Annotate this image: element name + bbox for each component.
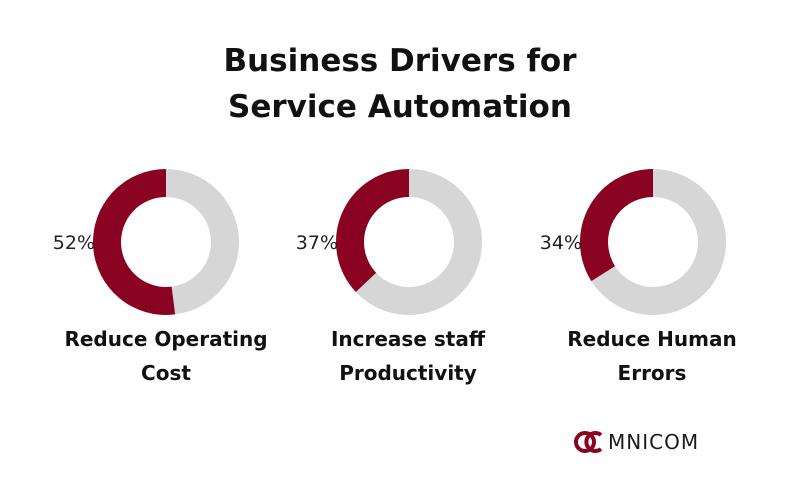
caption-line-2: Cost — [141, 361, 191, 385]
donut-value-slice — [580, 169, 653, 282]
caption-reduce-human-errors: Reduce Human Errors — [532, 322, 772, 390]
donut-remainder-slice — [591, 169, 727, 315]
donut-remainder-slice — [166, 169, 240, 315]
omnicom-logo-icon — [574, 431, 603, 453]
omnicom-logo: MNICOM — [574, 426, 699, 458]
caption-line-1: Increase staff — [330, 327, 486, 351]
title-line-2: Service Automation — [228, 89, 572, 125]
caption-line-2: Productivity — [339, 361, 477, 385]
donut-percent-label: 37% — [296, 232, 338, 254]
donut-remainder-slice — [355, 169, 482, 316]
donut-chart-3: 34% — [540, 169, 727, 315]
caption-line-2: Errors — [617, 361, 687, 385]
donut-chart-2: 37% — [296, 169, 482, 316]
caption-reduce-operating-cost: Reduce Operating Cost — [46, 322, 286, 390]
donut-value-slice — [93, 169, 176, 315]
donut-percent-label: 52% — [53, 232, 95, 254]
chart-title: Business Drivers for Service Automation — [0, 38, 800, 130]
donut-percent-label: 34% — [540, 232, 582, 254]
logo-text: MNICOM — [608, 430, 700, 454]
donut-value-slice — [336, 169, 409, 292]
title-line-1: Business Drivers for — [223, 43, 577, 79]
donut-chart-1: 52% — [53, 169, 240, 315]
caption-increase-staff-productivity: Increase staff Productivity — [288, 322, 528, 390]
caption-line-1: Reduce Human — [567, 327, 737, 351]
caption-line-1: Reduce Operating — [64, 327, 268, 351]
